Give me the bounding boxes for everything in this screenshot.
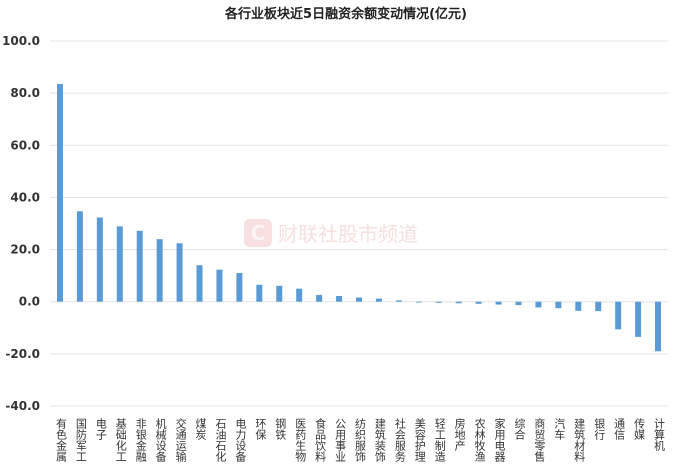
bar bbox=[455, 301, 462, 304]
x-tick-label: 银行 bbox=[593, 417, 606, 441]
x-tick-label: 基础化工 bbox=[114, 418, 127, 462]
x-tick-label: 电力设备 bbox=[234, 418, 247, 463]
bar bbox=[475, 301, 482, 304]
bar bbox=[575, 301, 582, 311]
x-tick-label: 通信 bbox=[613, 418, 626, 441]
x-tick-label: 建筑装饰 bbox=[373, 417, 386, 462]
x-tick-label: 家用电器 bbox=[493, 417, 506, 463]
x-tick-label: 医药生物 bbox=[294, 418, 307, 462]
x-tick-label: 计算机 bbox=[653, 418, 666, 451]
gridlines bbox=[50, 40, 668, 407]
x-tick-label: 石油石化 bbox=[214, 418, 227, 463]
bar bbox=[316, 294, 323, 302]
bar bbox=[276, 285, 283, 302]
bar bbox=[595, 301, 602, 312]
bar bbox=[96, 217, 103, 302]
bar bbox=[415, 301, 422, 303]
bar bbox=[156, 239, 163, 302]
y-tick-label: 80.0 bbox=[10, 86, 40, 100]
x-tick-label: 钢铁 bbox=[274, 418, 287, 440]
y-tick-label: 0.0 bbox=[19, 295, 40, 309]
bar bbox=[216, 269, 223, 302]
bar bbox=[435, 301, 442, 303]
x-tick-label: 建筑材料 bbox=[573, 417, 586, 463]
x-tick-label: 社会服务 bbox=[393, 417, 406, 462]
x-tick-label: 轻工制造 bbox=[433, 417, 446, 462]
bar bbox=[256, 284, 263, 302]
x-tick-label: 传媒 bbox=[633, 418, 646, 441]
y-axis-tick-labels: 100.0 80.0 60.0 40.0 20.0 0.0 -20.0 -40.0 bbox=[2, 34, 40, 413]
bar bbox=[136, 230, 143, 302]
x-tick-label: 食品饮料 bbox=[314, 417, 327, 463]
bar bbox=[356, 297, 362, 302]
x-tick-label: 公用事业 bbox=[334, 418, 347, 462]
x-axis-tick-labels: 有色金属 国防军工 电子 基础化工 非银金融 机械设备 交通运输 煤炭 石油石化 电力设备 环保 钢铁… bbox=[54, 417, 665, 463]
y-tick-label: -40.0 bbox=[5, 399, 40, 413]
x-tick-label: 国防军工 bbox=[74, 418, 87, 462]
y-tick-label: 60.0 bbox=[10, 138, 40, 152]
bar bbox=[176, 243, 183, 302]
y-tick-label: 100.0 bbox=[2, 34, 40, 48]
x-tick-label: 非银金融 bbox=[134, 418, 147, 463]
watermark: C 财联社股市频道 bbox=[244, 219, 418, 247]
bar bbox=[196, 265, 203, 302]
x-tick-label: 美容护理 bbox=[413, 418, 426, 462]
x-tick-label: 机械设备 bbox=[154, 417, 167, 463]
y-tick-label: 20.0 bbox=[10, 243, 40, 257]
bar bbox=[515, 301, 522, 306]
bar bbox=[395, 300, 402, 302]
bar bbox=[76, 211, 83, 302]
x-tick-label: 有色金属 bbox=[54, 417, 67, 463]
bar bbox=[336, 295, 343, 302]
bar bbox=[236, 273, 243, 302]
bar bbox=[555, 301, 562, 309]
x-tick-label: 房地产 bbox=[453, 418, 466, 452]
watermark-logo bbox=[244, 219, 272, 247]
watermark-text: 财联社股市频道 bbox=[278, 222, 418, 246]
chart-title: 各行业板块近5日融资余额变动情况(亿元) bbox=[224, 6, 467, 22]
bar bbox=[116, 226, 123, 302]
x-tick-label: 商贸零售 bbox=[533, 417, 546, 463]
x-tick-label: 电子 bbox=[94, 418, 107, 440]
x-tick-label: 环保 bbox=[254, 418, 267, 441]
x-tick-label: 煤炭 bbox=[194, 418, 207, 441]
bar bbox=[495, 301, 502, 305]
y-tick-label: 40.0 bbox=[10, 190, 40, 204]
x-tick-label: 交通运输 bbox=[174, 417, 187, 463]
x-tick-label: 汽车 bbox=[553, 417, 566, 441]
y-tick-label: -20.0 bbox=[5, 347, 40, 361]
x-tick-label: 纺织服饰 bbox=[354, 417, 367, 462]
bar bbox=[296, 288, 303, 302]
x-tick-label: 综合 bbox=[513, 417, 526, 440]
bar bbox=[635, 301, 642, 337]
watermark-logo-letter: C bbox=[251, 221, 266, 245]
x-tick-label: 农林牧渔 bbox=[473, 417, 486, 463]
bar bbox=[655, 301, 662, 352]
bar bbox=[615, 301, 622, 330]
bar bbox=[375, 298, 382, 302]
bar bbox=[535, 301, 542, 308]
bars bbox=[56, 84, 662, 352]
bar bbox=[56, 84, 63, 302]
